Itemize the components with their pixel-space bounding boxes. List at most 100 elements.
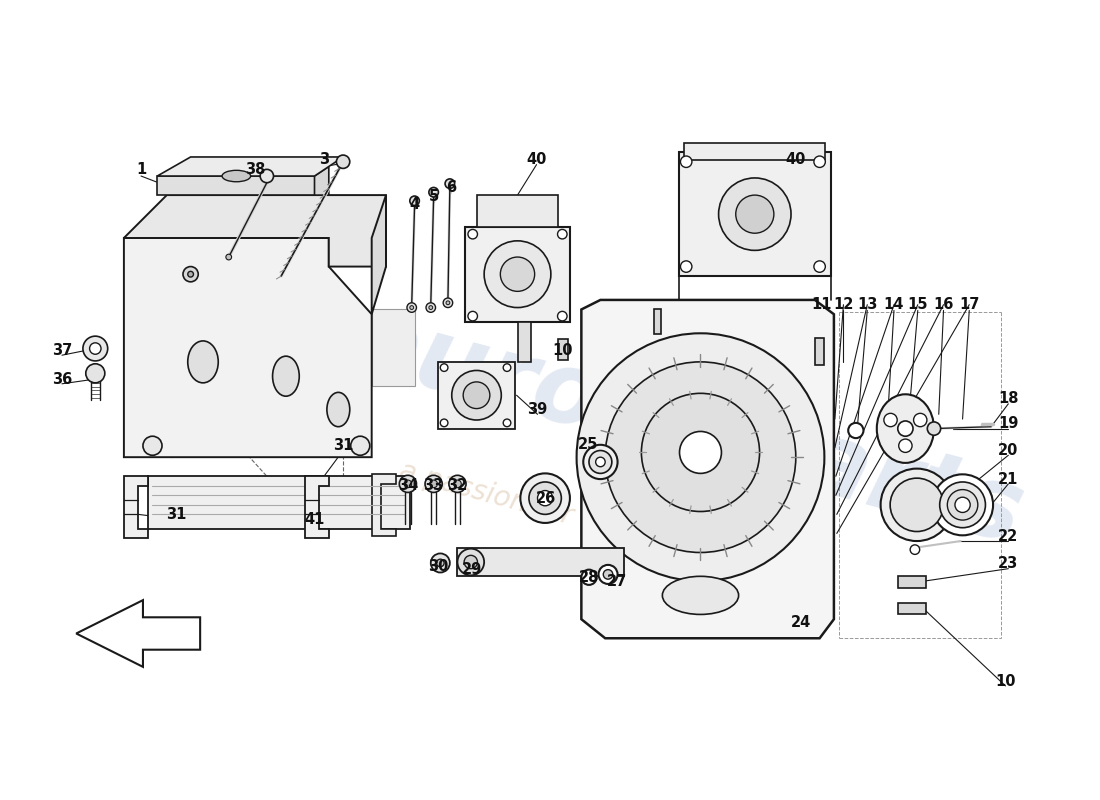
Ellipse shape	[877, 394, 934, 463]
Circle shape	[814, 156, 825, 167]
Text: 4: 4	[409, 197, 419, 212]
Bar	[679, 152, 832, 276]
Polygon shape	[305, 476, 329, 538]
Circle shape	[468, 311, 477, 321]
Bar	[653, 310, 661, 334]
Circle shape	[440, 364, 448, 371]
Text: 22: 22	[998, 529, 1019, 544]
Text: 30: 30	[428, 559, 449, 574]
Polygon shape	[124, 238, 372, 457]
Polygon shape	[124, 476, 147, 538]
Circle shape	[399, 475, 417, 493]
Text: a passion for lotus since 1985: a passion for lotus since 1985	[396, 457, 805, 591]
Circle shape	[449, 475, 466, 493]
Circle shape	[898, 421, 913, 436]
Circle shape	[431, 554, 450, 573]
Circle shape	[425, 475, 442, 493]
Text: 33: 33	[424, 478, 443, 494]
Circle shape	[183, 266, 198, 282]
Circle shape	[558, 230, 568, 239]
Ellipse shape	[188, 341, 218, 383]
Circle shape	[910, 545, 920, 554]
Circle shape	[947, 490, 978, 520]
Text: 34: 34	[398, 478, 418, 494]
Bar	[465, 226, 570, 322]
Circle shape	[464, 555, 477, 569]
Text: 6: 6	[446, 180, 455, 195]
Circle shape	[814, 261, 825, 272]
Circle shape	[914, 414, 927, 426]
Text: 11: 11	[812, 297, 832, 312]
Bar	[898, 603, 926, 614]
Circle shape	[261, 170, 274, 182]
Text: 28: 28	[579, 570, 600, 585]
Polygon shape	[124, 195, 386, 266]
Polygon shape	[147, 476, 410, 529]
Circle shape	[463, 382, 490, 409]
Polygon shape	[157, 176, 315, 195]
Ellipse shape	[327, 392, 350, 426]
Bar	[898, 576, 926, 588]
Text: 3: 3	[319, 152, 329, 167]
Circle shape	[404, 480, 411, 488]
Circle shape	[337, 155, 350, 169]
Text: 15: 15	[908, 297, 928, 312]
Bar	[372, 310, 415, 386]
Text: 26: 26	[536, 490, 557, 506]
Circle shape	[503, 419, 510, 426]
Text: 40: 40	[527, 152, 547, 167]
Text: 16: 16	[933, 297, 954, 312]
Circle shape	[736, 195, 774, 234]
Text: 29: 29	[462, 562, 482, 577]
Ellipse shape	[588, 450, 612, 474]
Text: 32: 32	[448, 478, 468, 494]
Bar	[439, 362, 515, 429]
Circle shape	[410, 196, 419, 206]
Text: 18: 18	[998, 390, 1019, 406]
Text: 31: 31	[333, 438, 353, 454]
Bar	[458, 548, 624, 576]
Circle shape	[453, 480, 461, 488]
Text: 20: 20	[998, 443, 1019, 458]
Text: 41: 41	[305, 512, 324, 526]
Circle shape	[598, 565, 617, 584]
Text: 40: 40	[785, 152, 806, 167]
Polygon shape	[157, 157, 343, 176]
Circle shape	[440, 419, 448, 426]
Circle shape	[848, 423, 864, 438]
Circle shape	[503, 364, 510, 371]
Text: 39: 39	[527, 402, 548, 417]
Bar	[517, 322, 531, 362]
Text: 13: 13	[857, 297, 878, 312]
Circle shape	[927, 422, 940, 435]
Circle shape	[899, 439, 912, 453]
Polygon shape	[582, 300, 834, 638]
Circle shape	[605, 362, 795, 553]
Text: 12: 12	[834, 297, 854, 312]
Text: 23: 23	[998, 557, 1019, 571]
Circle shape	[520, 474, 570, 523]
Circle shape	[468, 230, 477, 239]
Circle shape	[426, 302, 436, 312]
Text: 17: 17	[959, 297, 979, 312]
Circle shape	[188, 271, 194, 277]
Ellipse shape	[583, 445, 617, 479]
Circle shape	[446, 179, 454, 189]
Text: 36: 36	[52, 371, 73, 386]
Circle shape	[407, 302, 417, 312]
Bar	[476, 195, 559, 226]
Circle shape	[603, 570, 613, 579]
Text: 21: 21	[998, 472, 1019, 486]
Text: 10: 10	[552, 343, 572, 358]
Ellipse shape	[596, 457, 605, 466]
Circle shape	[558, 311, 568, 321]
Text: 38: 38	[245, 162, 265, 177]
Polygon shape	[315, 166, 329, 195]
Text: 5: 5	[429, 189, 439, 203]
Circle shape	[718, 178, 791, 250]
Polygon shape	[372, 474, 396, 536]
Circle shape	[576, 334, 824, 581]
Circle shape	[538, 490, 553, 506]
Ellipse shape	[222, 170, 251, 182]
Circle shape	[529, 482, 561, 514]
